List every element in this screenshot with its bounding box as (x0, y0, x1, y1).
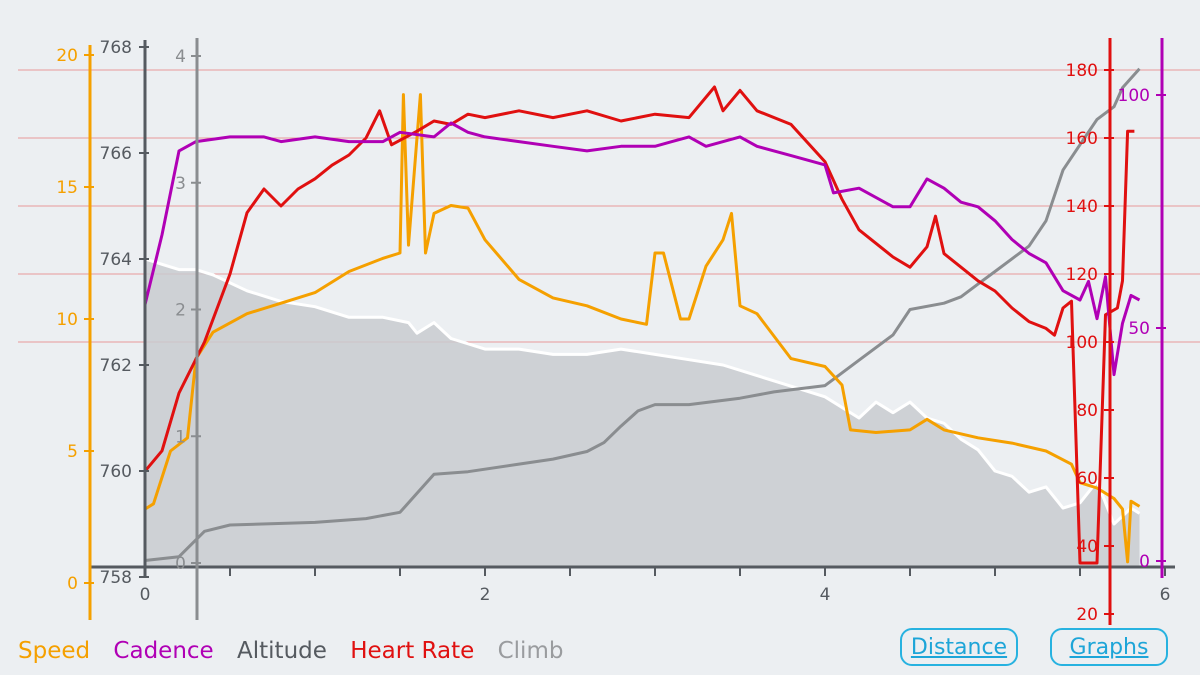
legend-cadence: Cadence (113, 638, 214, 664)
heart-rate-tick-label: 140 (1066, 197, 1098, 217)
cadence-tick-label: 100 (1118, 86, 1150, 106)
climb-line (144, 67, 1141, 562)
legend-climb: Climb (497, 638, 564, 664)
heart-rate-tick-label: 40 (1076, 537, 1098, 557)
climb-tick-label: 3 (175, 174, 186, 194)
graphs-button[interactable]: Graphs (1050, 628, 1168, 666)
x-tick-label: 2 (480, 585, 491, 605)
heart-rate-tick-label: 160 (1066, 129, 1098, 149)
x-tick-label: 0 (140, 585, 151, 605)
distance-button[interactable]: Distance (900, 628, 1018, 666)
speed-line (144, 93, 1141, 564)
speed-tick-label: 20 (56, 46, 78, 66)
heart-rate-tick-label: 20 (1076, 605, 1098, 625)
x-tick-label: 4 (820, 585, 831, 605)
axes: 0 2 4 6051015207587607627647667680123420406… (56, 38, 1175, 625)
heart-rate-tick-label: 80 (1076, 401, 1098, 421)
heart-rate-tick-label: 120 (1066, 265, 1098, 285)
legend-speed: Speed (18, 638, 91, 664)
altitude-tick-label: 768 (100, 38, 132, 58)
legend-altitude: Altitude (237, 638, 327, 664)
altitude-tick-label: 766 (100, 144, 132, 164)
heart-rate-line (143, 85, 1135, 565)
altitude-area (145, 259, 1140, 567)
speed-tick-label: 15 (56, 178, 78, 198)
heart-rate-tick-label: 100 (1066, 333, 1098, 353)
altitude-tick-label: 762 (100, 356, 132, 376)
climb-tick-label: 0 (175, 554, 186, 574)
heart-rate-tick-label: 180 (1066, 61, 1098, 81)
legend-heart-rate: Heart Rate (350, 638, 475, 664)
speed-tick-label: 5 (67, 442, 78, 462)
cadence-tick-label: 0 (1139, 552, 1150, 572)
heart-rate-tick-label: 60 (1076, 469, 1098, 489)
cadence-line (143, 121, 1141, 377)
climb-tick-label: 2 (175, 301, 186, 321)
altitude-tick-label: 764 (100, 250, 132, 270)
climb-tick-label: 1 (175, 427, 186, 447)
altitude-area (144, 257, 1141, 567)
cadence-tick-label: 50 (1128, 319, 1150, 339)
legend: Speed Cadence Altitude Heart Rate Climb (18, 638, 579, 664)
climb-tick-label: 4 (175, 47, 186, 67)
x-tick-label: 6 (1160, 585, 1171, 605)
series-lines (143, 67, 1141, 565)
speed-tick-label: 10 (56, 310, 78, 330)
speed-tick-label: 0 (67, 574, 78, 594)
altitude-tick-label: 760 (100, 462, 132, 482)
altitude-line (144, 257, 1141, 526)
altitude-tick-label: 758 (100, 568, 132, 588)
